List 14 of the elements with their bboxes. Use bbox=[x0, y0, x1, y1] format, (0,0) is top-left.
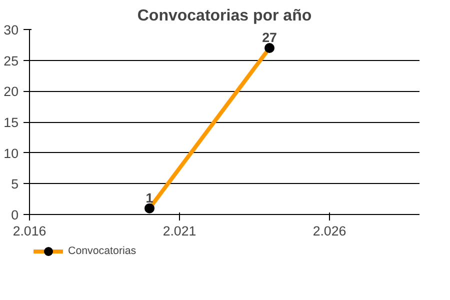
data-label: 27 bbox=[262, 30, 277, 45]
y-tick-label: 25 bbox=[4, 53, 19, 68]
y-tick-label: 0 bbox=[11, 208, 19, 222]
legend-label: Convocatorias bbox=[68, 245, 136, 257]
y-tick-label: 15 bbox=[4, 115, 19, 130]
chart-title: Convocatorias por año bbox=[137, 8, 312, 24]
y-tick-label: 5 bbox=[11, 176, 19, 192]
x-tick-label: 2.026 bbox=[312, 224, 346, 238]
y-tick-label: 10 bbox=[4, 146, 19, 161]
x-tick-label: 2.016 bbox=[12, 224, 46, 238]
y-tick-label: 20 bbox=[4, 84, 19, 100]
y-tick-label: 30 bbox=[4, 22, 19, 38]
x-tick-label: 2.021 bbox=[162, 224, 196, 238]
data-label: 1 bbox=[146, 190, 154, 206]
